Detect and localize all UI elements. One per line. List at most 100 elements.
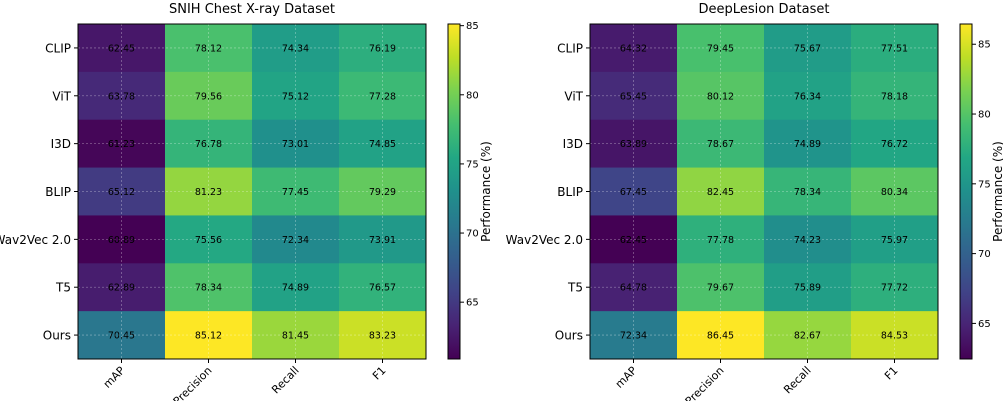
heatmap-cell — [851, 71, 939, 121]
colorbar — [959, 23, 973, 360]
data-label: 83.23 — [369, 331, 396, 342]
colorbar — [447, 23, 461, 360]
heatmap-cell — [764, 24, 852, 73]
heatmap-cell — [78, 24, 166, 73]
heatmap-cell — [78, 311, 166, 360]
chart-title: SNIH Chest X-ray Dataset — [169, 2, 335, 17]
chart-title: DeepLesion Dataset — [699, 2, 830, 17]
colorbar-label: Performance (%) — [991, 141, 1003, 242]
x-tick-label: Recall — [269, 364, 301, 396]
colorbar-tick-label: 75 — [466, 159, 479, 170]
data-label: 77.78 — [707, 235, 734, 246]
heatmap-cell — [252, 24, 340, 73]
x-tick-label: mAP — [613, 364, 640, 391]
heatmap-cell — [78, 119, 166, 168]
data-label: 65.12 — [108, 187, 135, 198]
heatmap-panel-2: DeepLesion Dataset 64.32 79.45 75.67 77.51 65… — [506, 2, 1003, 401]
y-tick-label: Ours — [555, 329, 583, 343]
heatmap-cell — [252, 119, 340, 168]
heatmap-cell — [339, 24, 427, 73]
heatmap-cell — [677, 24, 765, 73]
data-label: 82.67 — [794, 331, 821, 342]
data-label: 77.28 — [369, 91, 396, 102]
data-label: 74.89 — [282, 283, 309, 294]
data-label: 81.45 — [282, 331, 309, 342]
y-tick-label: CLIP — [557, 41, 583, 55]
heatmap-cell — [165, 263, 253, 312]
heatmap-cell — [339, 311, 427, 360]
heatmap-cell — [165, 119, 253, 168]
data-label: 74.23 — [794, 235, 821, 246]
data-label: 82.45 — [707, 187, 734, 198]
heatmap-cell — [590, 311, 678, 360]
data-label: 79.29 — [369, 187, 396, 198]
y-tick-label: I3D — [51, 137, 71, 151]
data-label: 76.57 — [369, 283, 396, 294]
x-tick-label: F1 — [882, 364, 901, 383]
heatmap-cell — [677, 167, 765, 216]
heatmap-cell — [590, 167, 678, 216]
data-label: 77.72 — [881, 283, 908, 294]
data-label: 78.67 — [707, 139, 734, 150]
data-label: 73.91 — [369, 235, 396, 246]
heatmap-cell — [851, 119, 939, 168]
x-tick-label: Precision — [171, 364, 215, 401]
data-label: 81.23 — [195, 187, 222, 198]
heatmap-cell — [252, 311, 340, 360]
colorbar-tick-label: 70 — [466, 229, 479, 240]
data-label: 74.34 — [282, 43, 309, 54]
heatmap-cell — [851, 24, 939, 73]
heatmap-cell — [78, 167, 166, 216]
data-label: 84.53 — [881, 331, 908, 342]
heatmap-cell — [78, 71, 166, 121]
data-label: 76.72 — [881, 139, 908, 150]
colorbar-tick-label: 85 — [978, 40, 991, 51]
data-label: 63.89 — [620, 139, 647, 150]
heatmap-cell — [851, 263, 939, 312]
data-label: 77.45 — [282, 187, 309, 198]
data-label: 73.01 — [282, 139, 309, 150]
data-label: 70.45 — [108, 331, 135, 342]
heatmap-cell — [252, 215, 340, 264]
data-label: 78.34 — [794, 187, 821, 198]
data-label: 80.12 — [707, 91, 734, 102]
heatmap-cell — [764, 215, 852, 264]
heatmap-cell — [677, 215, 765, 264]
heatmap-cell — [339, 71, 427, 121]
data-label: 78.12 — [195, 43, 222, 54]
heatmap-cell — [252, 71, 340, 121]
data-label: 75.12 — [282, 91, 309, 102]
heatmap-cell — [252, 263, 340, 312]
heatmap-cell — [677, 119, 765, 168]
data-label: 62.45 — [620, 235, 647, 246]
heatmap-cell — [339, 215, 427, 264]
heatmap-panel-1: SNIH Chest X-ray Dataset 62.45 78.12 74.34 7… — [0, 2, 493, 401]
data-label: 86.45 — [707, 331, 734, 342]
data-label: 64.32 — [620, 43, 647, 54]
data-label: 65.45 — [620, 91, 647, 102]
heatmap-cell — [764, 119, 852, 168]
colorbar-label: Performance (%) — [479, 141, 493, 242]
colorbar-tick-label: 65 — [978, 319, 991, 330]
heatmap-cell — [165, 24, 253, 73]
data-label: 75.56 — [195, 235, 222, 246]
data-label: 61.23 — [108, 139, 135, 150]
colorbar-tick-label: 65 — [466, 298, 479, 309]
y-tick-label: ViT — [52, 89, 71, 103]
y-tick-label: I3D — [563, 137, 583, 151]
heatmap-cell — [851, 311, 939, 360]
data-label: 76.19 — [369, 43, 396, 54]
data-label: 80.34 — [881, 187, 908, 198]
heatmap-cell — [590, 24, 678, 73]
colorbar-tick-label: 75 — [978, 179, 991, 190]
data-label: 75.89 — [794, 283, 821, 294]
heatmap-cell — [590, 215, 678, 264]
y-tick-label: BLIP — [557, 185, 583, 199]
x-tick-label: mAP — [101, 364, 128, 391]
heatmap-cell — [252, 167, 340, 216]
heatmap-cell — [764, 311, 852, 360]
colorbar-tick-label: 85 — [466, 21, 479, 32]
heatmap-cell — [851, 215, 939, 264]
colorbar-tick-label: 80 — [466, 90, 479, 101]
data-label: 85.12 — [195, 331, 222, 342]
